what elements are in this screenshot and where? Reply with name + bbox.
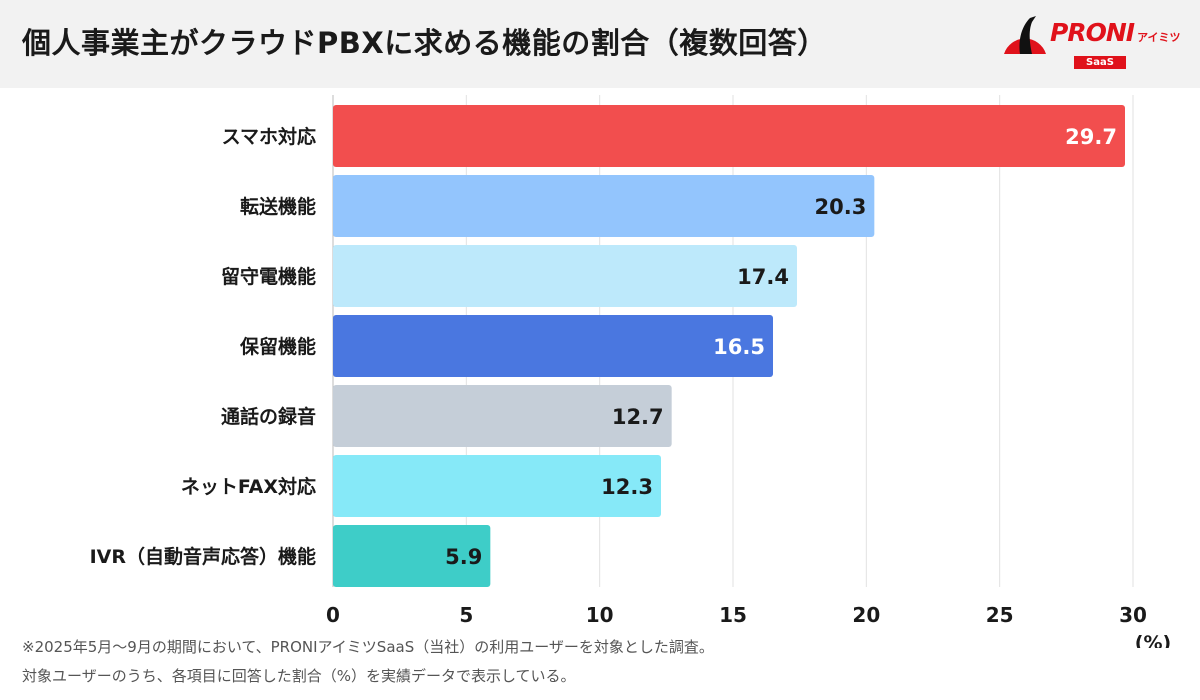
- x-tick-label: 10: [586, 603, 614, 627]
- value-label: 5.9: [445, 545, 482, 569]
- bar-chart: 0 5 10 15 20 25 30 (%) スマホ対応 29.7 転送機能 20.3 留守電機能 17.…: [90, 95, 1171, 648]
- value-label: 29.7: [1065, 125, 1117, 149]
- page-title: 個人事業主がクラウドPBXに求める機能の割合（複数回答）: [22, 26, 827, 60]
- x-tick-label: 0: [326, 603, 340, 627]
- value-label: 16.5: [713, 335, 765, 359]
- bar-7: [333, 525, 491, 587]
- x-tick-label: 20: [852, 603, 880, 627]
- penguin-logo-icon: [1004, 16, 1046, 54]
- value-label: 12.7: [612, 405, 664, 429]
- x-tick-label: 30: [1119, 603, 1147, 627]
- logo-text: PRONI: [1050, 18, 1135, 47]
- category-label: 留守電機能: [221, 265, 316, 288]
- x-axis-unit-label: (%): [1135, 632, 1171, 648]
- bar-3: [333, 245, 797, 307]
- category-label: 保留機能: [239, 335, 316, 358]
- category-label: 通話の録音: [221, 405, 316, 428]
- header: 個人事業主がクラウドPBXに求める機能の割合（複数回答） PRONI アイミツ …: [0, 0, 1200, 88]
- logo-subtext: アイミツ: [1137, 31, 1181, 44]
- bar-2: [333, 175, 875, 237]
- footnote-1: ※2025年5月〜9月の期間において、PRONIアイミツSaaS（当社）の利用ユ…: [22, 638, 714, 656]
- value-label: 20.3: [815, 195, 867, 219]
- category-label: ネットFAX対応: [181, 475, 316, 498]
- x-tick-label: 5: [459, 603, 473, 627]
- bar-1: [333, 105, 1125, 167]
- bar-4: [333, 315, 773, 377]
- value-label: 12.3: [601, 475, 653, 499]
- logo-saas-badge: SaaS: [1074, 56, 1126, 69]
- x-tick-label: 25: [986, 603, 1014, 627]
- logo-wordmark: PRONI アイミツ: [1050, 18, 1181, 48]
- value-label: 17.4: [737, 265, 789, 289]
- category-label: IVR（自動音声応答）機能: [90, 545, 316, 568]
- bar-6: [333, 455, 661, 517]
- category-label: 転送機能: [240, 195, 316, 218]
- proni-logo: PRONI アイミツ SaaS: [1000, 12, 1195, 78]
- bar-5: [333, 385, 672, 447]
- footnote-2: 対象ユーザーのうち、各項目に回答した割合（%）を実績データで表示している。: [22, 667, 576, 685]
- category-label: スマホ対応: [222, 125, 316, 148]
- x-tick-label: 15: [719, 603, 747, 627]
